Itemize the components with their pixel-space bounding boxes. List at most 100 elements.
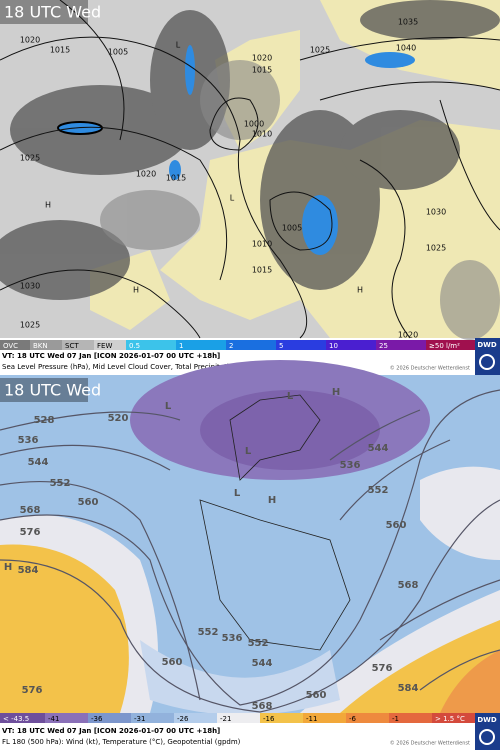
isobar-label: L	[230, 194, 235, 203]
isobar-label: 1005	[282, 224, 302, 233]
legend-label: -41	[48, 715, 59, 723]
legend-label: ≥50 l/m²	[429, 342, 460, 350]
isobar-label: H	[133, 286, 139, 295]
valid-time: VT: 18 UTC Wed 07 Jan [ICON 2026-01-07 0…	[2, 352, 220, 360]
legend-label: -6	[349, 715, 357, 723]
contour-label: 536	[340, 460, 361, 471]
isobar-label: 1020	[398, 331, 418, 340]
legend-swatch	[217, 713, 260, 723]
contour-label: 536	[18, 435, 39, 446]
legend-swatch	[174, 713, 217, 723]
legend-label: 0.5	[129, 342, 140, 350]
contour-label: 544	[28, 457, 49, 468]
contour-label: 576	[372, 663, 393, 674]
contour-label: 552	[248, 638, 269, 649]
legend-label: -31	[134, 715, 145, 723]
contour-label: 568	[398, 580, 419, 591]
upper-air-map	[0, 360, 500, 715]
pressure-map	[0, 0, 500, 340]
isobar-label: 1005	[108, 48, 128, 57]
copyright: © 2026 Deutscher Wetterdienst	[390, 740, 470, 747]
legend-label: 5	[279, 342, 283, 350]
time-label: 18 UTC Wed	[4, 381, 101, 400]
legend-swatch	[94, 340, 126, 350]
isobar-label: H	[357, 286, 363, 295]
isobar-label: 1040	[396, 44, 416, 53]
contour-label: 536	[222, 633, 243, 644]
legend-swatch	[45, 713, 88, 723]
isobar-label: 1020	[20, 36, 40, 45]
logo: DWD	[477, 716, 497, 724]
legend-label: 2	[229, 342, 233, 350]
legend-label: -11	[306, 715, 317, 723]
legend-swatch	[131, 713, 174, 723]
legend-label: FEW	[97, 342, 112, 350]
legend-swatch	[260, 713, 303, 723]
isobar-label: 1025	[20, 321, 40, 330]
isobar-label: 1010	[252, 130, 272, 139]
legend-label: -36	[91, 715, 103, 723]
legend-swatch	[88, 713, 131, 723]
legend-label: SCT	[65, 342, 79, 350]
contour-label: 568	[20, 505, 41, 516]
contour-label: H	[268, 495, 276, 506]
contour-label: 552	[198, 627, 219, 638]
contour-label: 560	[162, 657, 183, 668]
legend-swatch	[426, 340, 475, 350]
legend-swatch	[62, 340, 94, 350]
contour-label: 568	[252, 701, 273, 712]
legend-swatch	[126, 340, 176, 350]
time-label: 18 UTC Wed	[4, 3, 101, 22]
contour-label: 528	[34, 415, 55, 426]
legend-label: 10	[329, 342, 338, 350]
legend-swatch	[432, 713, 476, 723]
isobar-label: 1025	[426, 244, 446, 253]
contour-label: 560	[306, 690, 327, 701]
contour-label: 552	[368, 485, 389, 496]
isobar-label: 1015	[252, 266, 272, 275]
isobar-label: 1020	[136, 170, 156, 179]
isobar-label: 1015	[166, 174, 186, 183]
isobar-label: 1010	[252, 240, 272, 249]
contour-label: 584	[18, 565, 39, 576]
isobar-label: 1015	[50, 46, 70, 55]
legend-swatch	[30, 340, 62, 350]
isobar-label: L	[176, 41, 181, 50]
legend-swatch	[0, 713, 45, 723]
contour-label: L	[245, 446, 252, 457]
legend-label: 1	[179, 342, 183, 350]
contour-label: 584	[398, 683, 419, 694]
legend-label: < -43.5	[3, 715, 29, 723]
legend-swatch	[226, 340, 276, 350]
logo: DWD	[477, 341, 497, 349]
contour-label: 544	[368, 443, 389, 454]
contour-label: 552	[50, 478, 71, 489]
legend-label: -26	[177, 715, 189, 723]
contour-label: L	[287, 391, 294, 402]
description: FL 180 (500 hPa): Wind (kt), Temperature…	[2, 738, 241, 746]
contour-label: H	[332, 387, 340, 398]
legend-swatch	[176, 340, 226, 350]
contour-label: L	[165, 401, 172, 412]
legend-swatch	[346, 713, 389, 723]
isobar-label: 1030	[426, 208, 446, 217]
isobar-label: 1000	[244, 120, 264, 129]
time-label-bg	[0, 0, 88, 24]
legend-label: BKN	[33, 342, 48, 350]
legend-swatch	[276, 340, 326, 350]
legend-label: -21	[220, 715, 231, 723]
isobar-label: 1035	[398, 18, 418, 27]
isobar-label: 1020	[252, 54, 272, 63]
legend-label: -16	[263, 715, 275, 723]
contour-label: L	[234, 488, 241, 499]
isobar-label: 1030	[20, 282, 40, 291]
legend-swatch	[389, 713, 432, 723]
contour-label: 576	[20, 527, 41, 538]
contour-label: 576	[22, 685, 43, 696]
legend-swatch	[326, 340, 376, 350]
legend-label: 25	[379, 342, 388, 350]
contour-label: 520	[108, 413, 129, 424]
isobar-label: H	[45, 201, 51, 210]
isobar-label: 1025	[310, 46, 330, 55]
